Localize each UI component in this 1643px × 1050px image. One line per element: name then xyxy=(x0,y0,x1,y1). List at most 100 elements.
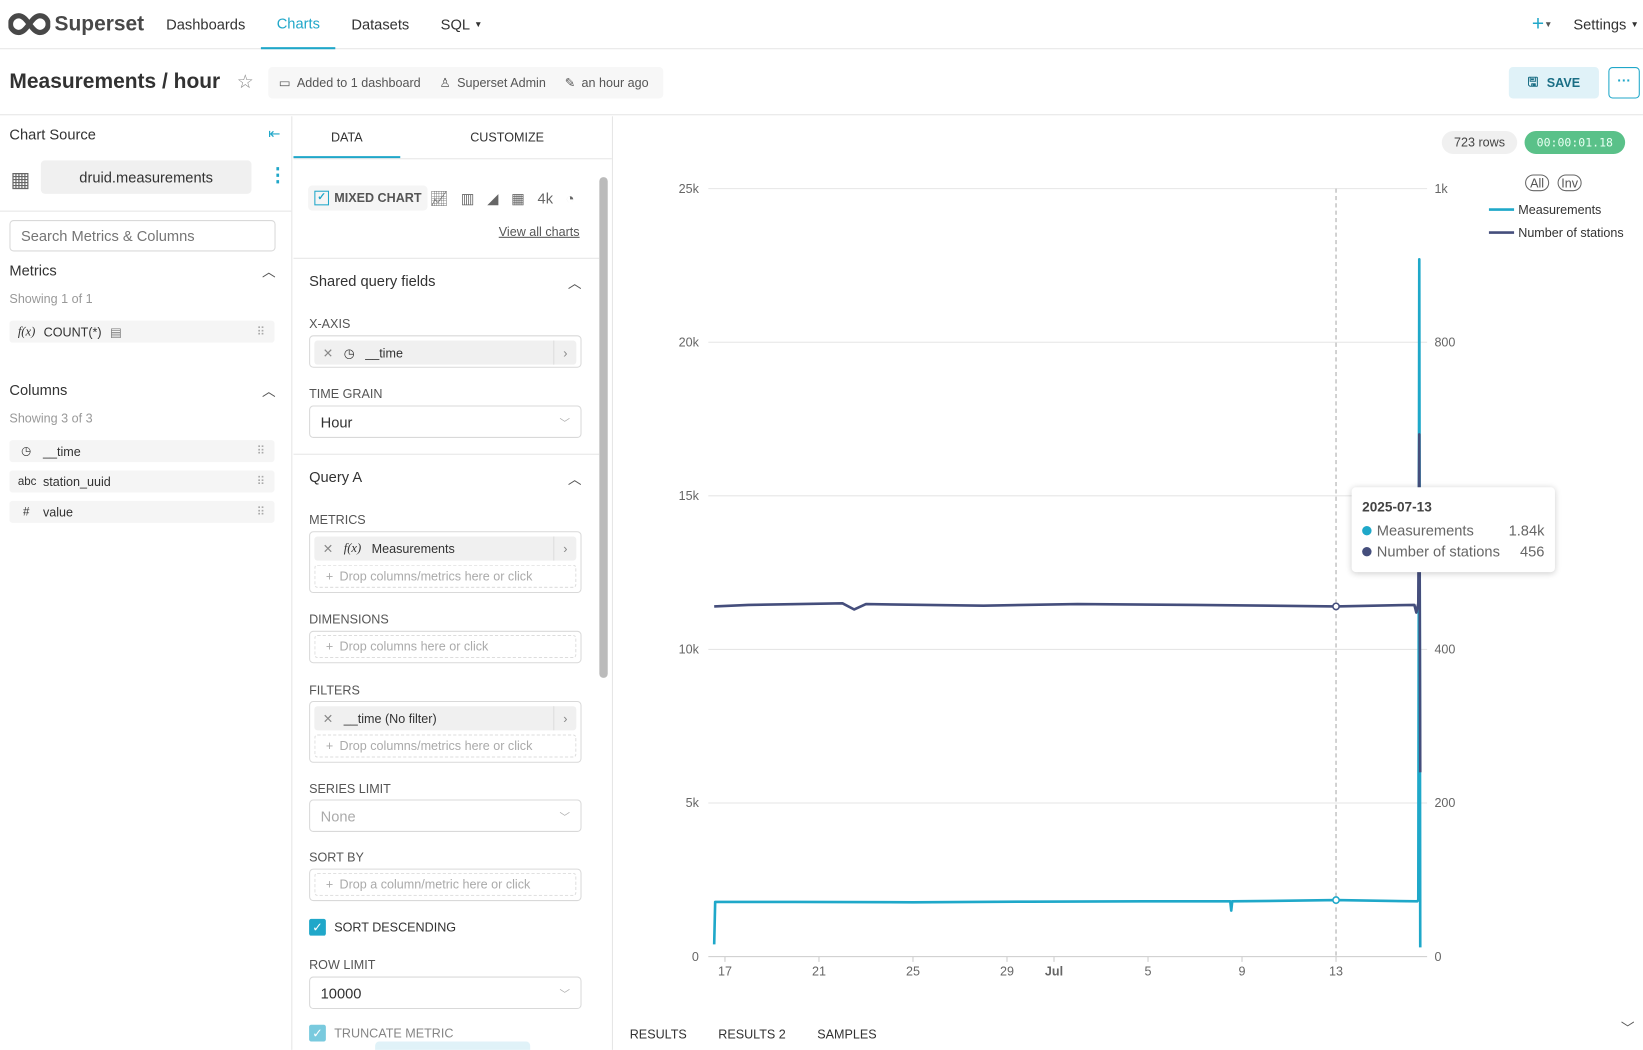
drag-handle-icon[interactable]: ⠿ xyxy=(256,325,265,339)
pie-chart-icon[interactable]: ◔ xyxy=(565,189,575,207)
hover-point xyxy=(1332,896,1340,905)
legend-all-button[interactable] xyxy=(1525,174,1550,192)
query-a-title[interactable]: Query A xyxy=(309,468,363,486)
save-icon: 🖫 xyxy=(1527,73,1539,89)
filters-label: FILTERS xyxy=(309,683,360,698)
sort-by-field[interactable]: + Drop a column/metric here or click xyxy=(309,868,582,902)
metrics-field[interactable]: ✕ f(x) Measurements › + Drop columns/metrics… xyxy=(309,531,582,594)
chevron-up-icon[interactable]: ︿ xyxy=(567,471,582,488)
columns-title: Columns xyxy=(9,381,68,399)
chart-title[interactable]: Measurements / hour xyxy=(9,70,221,94)
legend-item[interactable]: Measurements xyxy=(1518,203,1601,217)
dataset-menu-icon[interactable]: ⋮ xyxy=(268,164,288,186)
big-number-icon[interactable]: 4k xyxy=(537,189,554,207)
query-time-badge: 00:00:01.18 xyxy=(1524,130,1626,155)
table-chart-icon[interactable]: ▦ xyxy=(511,189,525,207)
x-tick-label: 25 xyxy=(906,965,920,979)
settings-menu[interactable]: Settings ▼ xyxy=(1563,0,1643,49)
tab-data[interactable]: DATA xyxy=(293,116,401,159)
tab-samples[interactable]: SAMPLES xyxy=(817,1026,877,1042)
collapse-icon[interactable]: ⇤ xyxy=(268,124,281,142)
column-name: __time xyxy=(42,443,81,459)
metadata-bar: ▭ Added to 1 dashboard ♙ Superset Admin ✎ a… xyxy=(268,67,664,99)
y-right-tick-label: 0 xyxy=(1434,950,1441,964)
search-metrics-columns-input[interactable] xyxy=(9,220,276,252)
truncate-metric-checkbox[interactable]: ✓ TRUNCATE METRIC xyxy=(309,1024,454,1042)
time-grain-label: TIME GRAIN xyxy=(309,386,383,402)
area-chart-icon[interactable]: ◢ xyxy=(487,189,499,207)
line-chart-icon[interactable]: 📈︎ xyxy=(429,189,449,207)
x-tick-label: 13 xyxy=(1329,965,1343,979)
add-new-button[interactable]: + ▼ xyxy=(1521,0,1563,49)
user-icon: ♙ xyxy=(439,75,451,91)
top-nav: Superset Dashboards Charts Datasets SQL … xyxy=(0,0,1643,50)
xaxis-pill[interactable]: ✕ ◷ __time › xyxy=(314,340,577,365)
drop-zone[interactable]: + Drop a column/metric here or click xyxy=(314,872,577,896)
brand-name: Superset xyxy=(54,12,145,36)
tab-results[interactable]: RESULTS xyxy=(629,1026,687,1042)
drag-handle-icon[interactable]: ⠿ xyxy=(256,506,265,519)
truncate-metric-label: TRUNCATE METRIC xyxy=(334,1025,454,1041)
chevron-up-icon[interactable]: ︿ xyxy=(567,275,582,292)
chevron-down-icon[interactable]: ﹀ xyxy=(1620,1020,1635,1037)
tab-customize[interactable]: CUSTOMIZE xyxy=(470,129,545,145)
nav-sql[interactable]: SQL ▼ xyxy=(425,0,498,49)
dimensions-field[interactable]: + Drop columns here or click xyxy=(309,630,582,664)
drop-text: Drop columns/metrics here or click xyxy=(339,568,533,584)
y-right-tick-label: 200 xyxy=(1434,796,1455,810)
drop-zone[interactable]: + Drop columns/metrics here or click xyxy=(314,734,577,758)
drop-zone[interactable]: + Drop columns here or click xyxy=(314,634,577,659)
filters-field[interactable]: ✕ __time (No filter) › + Drop columns/metri… xyxy=(309,700,582,763)
save-button[interactable]: 🖫 SAVE xyxy=(1508,67,1599,99)
metric-item[interactable]: f(x) COUNT(*) ▤ ⠿ xyxy=(9,320,275,343)
star-icon[interactable]: ☆ xyxy=(236,71,254,93)
drop-zone[interactable]: + Drop columns/metrics here or click xyxy=(314,564,577,588)
nav-charts[interactable]: Charts xyxy=(261,0,336,49)
plus-icon: + xyxy=(325,639,334,654)
legend-item[interactable]: Number of stations xyxy=(1518,226,1623,240)
time-grain-select[interactable]: Hour ﹀ xyxy=(309,405,582,438)
owner-text: Superset Admin xyxy=(457,75,546,91)
dashboard-icon: ▭ xyxy=(278,75,291,91)
dashboards-info[interactable]: ▭ Added to 1 dashboard xyxy=(279,75,421,90)
x-tick-label: 5 xyxy=(1145,965,1152,979)
view-all-charts-link[interactable]: View all charts xyxy=(498,224,580,239)
tab-results-2[interactable]: RESULTS 2 xyxy=(718,1026,786,1042)
remove-icon[interactable]: ✕ xyxy=(322,345,334,360)
column-item[interactable]: abc station_uuid ⠿ xyxy=(9,470,275,493)
settings-label: Settings xyxy=(1573,15,1627,33)
drag-handle-icon[interactable]: ⠿ xyxy=(256,475,265,489)
x-tick-label: Jul xyxy=(1045,965,1063,979)
column-item[interactable]: # value ⠿ xyxy=(9,500,275,523)
scrollbar[interactable] xyxy=(599,177,608,678)
superset-logo[interactable]: Superset xyxy=(8,12,144,36)
more-options-button[interactable]: ··· xyxy=(1608,67,1640,99)
xaxis-field[interactable]: ✕ ◷ __time › xyxy=(309,335,582,368)
metric-name: COUNT(*) xyxy=(43,324,102,339)
drag-handle-icon[interactable]: ⠿ xyxy=(256,445,265,458)
x-tick-label: 17 xyxy=(718,965,732,979)
y-left-tick-label: 25k xyxy=(679,182,700,196)
legend-inv-button[interactable] xyxy=(1557,174,1582,192)
y-left-tick-label: 15k xyxy=(679,489,700,503)
metric-pill[interactable]: ✕ f(x) Measurements › xyxy=(314,536,577,561)
row-limit-label: ROW LIMIT xyxy=(309,957,376,973)
filter-pill[interactable]: ✕ __time (No filter) › xyxy=(314,706,577,731)
chart-source-title: Chart Source xyxy=(9,125,96,143)
bar-chart-icon[interactable]: ▥ xyxy=(460,189,475,207)
remove-icon[interactable]: ✕ xyxy=(322,541,334,556)
update-chart-button[interactable] xyxy=(375,1041,531,1050)
remove-icon[interactable]: ✕ xyxy=(322,710,334,726)
sort-descending-checkbox[interactable]: ✓ SORT DESCENDING xyxy=(309,918,456,936)
nav-dashboards[interactable]: Dashboards xyxy=(166,15,246,33)
shared-query-title[interactable]: Shared query fields xyxy=(309,272,436,290)
y-left-tick-label: 10k xyxy=(679,643,700,657)
series-limit-select[interactable]: None ﹀ xyxy=(309,799,582,832)
dataset-name[interactable]: druid.measurements xyxy=(40,160,252,194)
chevron-up-icon[interactable]: ︿ xyxy=(261,383,276,400)
chart-type-mixed[interactable]: ✓ MIXED CHART xyxy=(308,185,428,211)
nav-datasets[interactable]: Datasets xyxy=(351,15,410,33)
chevron-up-icon[interactable]: ︿ xyxy=(261,264,276,280)
column-item[interactable]: ◷ __time ⠿ xyxy=(9,440,275,463)
row-limit-select[interactable]: 10000 ﹀ xyxy=(309,976,582,1010)
